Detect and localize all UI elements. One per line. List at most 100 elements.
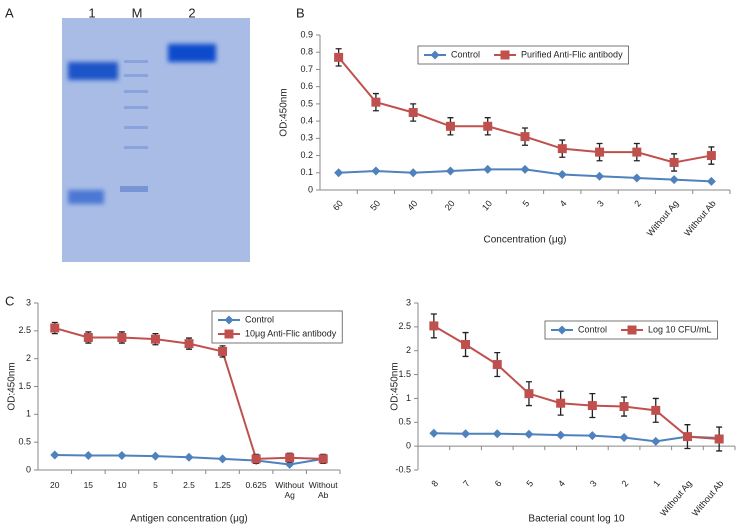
legend-frame (211, 310, 343, 344)
marker (520, 164, 530, 174)
marker (318, 454, 328, 464)
marker (117, 451, 127, 461)
legend-label: Log 10 CFU/mL (648, 324, 712, 334)
y-tick-label: 1 (406, 393, 411, 403)
marker (334, 168, 344, 178)
x-tick-label: 10 (480, 198, 494, 212)
y-axis-label: OD:450nm (390, 362, 401, 410)
marker (706, 176, 716, 186)
legend-marker (500, 50, 510, 60)
y-tick-label: 0.4 (300, 115, 313, 125)
marker (251, 454, 261, 464)
x-tick-label-box: Without Ab (308, 480, 338, 500)
marker (483, 121, 493, 131)
gel-band (68, 190, 104, 204)
marker (669, 157, 679, 167)
marker (184, 339, 194, 349)
marker (556, 398, 566, 408)
y-tick-label: 3 (26, 297, 31, 307)
x-axis-label: Bacterial count log 10 (528, 514, 625, 525)
legend-frame (417, 45, 629, 65)
y-tick-label: 0.2 (300, 150, 313, 160)
legend-marker (627, 325, 637, 335)
panel-label: B (296, 5, 305, 20)
marker (184, 452, 194, 462)
x-tick-label: 10 (117, 480, 127, 490)
marker (492, 429, 502, 439)
legend: Control Purified Anti-Flic antibody (417, 45, 629, 65)
x-tick-label: Without Ag (645, 198, 681, 238)
x-tick-label: 0.625 (245, 480, 267, 490)
x-tick-label-box: 2.5 (183, 480, 195, 490)
x-tick-label: 3 (588, 478, 599, 488)
y-tick-label: 0.5 (300, 98, 313, 108)
y-tick-label: 0 (308, 184, 313, 194)
legend-marker (430, 50, 440, 60)
marker (619, 433, 629, 443)
legend-label: Control (451, 49, 480, 59)
x-tick-label: 8 (429, 478, 440, 488)
legend-label: Control (578, 324, 607, 334)
x-tick-label-box: 20 (50, 480, 60, 490)
x-tick-label: 50 (368, 198, 382, 212)
panel-label: C (5, 293, 14, 308)
x-tick-label: Without Ab (690, 478, 726, 518)
x-tick-label-box: Without Ag (275, 480, 305, 500)
marker (524, 389, 534, 399)
marker (83, 333, 93, 343)
y-tick-label: 0.3 (300, 133, 313, 143)
gel-band (68, 62, 118, 80)
marker (117, 333, 127, 343)
y-tick-label: 3 (406, 297, 411, 307)
x-tick-label: Without Ag (275, 480, 305, 500)
marker (557, 144, 567, 154)
series-line (433, 432, 720, 443)
y-tick-label: 2.5 (398, 321, 411, 331)
gel-band (168, 44, 216, 62)
x-axis-label: Antigen concentration (μg) (130, 514, 248, 525)
marker (408, 168, 418, 178)
marker (218, 346, 228, 356)
marker (83, 451, 93, 461)
marker (334, 52, 344, 62)
y-tick-label: 2.5 (18, 325, 31, 335)
x-tick-label: 1 (651, 478, 662, 488)
legend-label: Control (245, 314, 274, 324)
y-tick-label: 1.5 (398, 369, 411, 379)
marker (150, 334, 160, 344)
marker (587, 401, 597, 411)
legend-marker (557, 325, 567, 335)
marker (285, 453, 295, 463)
x-tick-label: Without Ab (308, 480, 338, 500)
x-tick-label-box: 15 (83, 480, 94, 490)
marker (461, 429, 471, 439)
gel (62, 18, 250, 262)
y-tick-label: 0.1 (300, 167, 313, 177)
marker (445, 166, 455, 176)
x-tick-label: 40 (405, 198, 419, 212)
marker (632, 147, 642, 157)
panel-label: A (5, 5, 14, 20)
marker (218, 454, 228, 464)
x-tick-label: 3 (595, 198, 606, 208)
marker (371, 97, 381, 107)
marker (682, 432, 692, 442)
series-line (433, 325, 720, 440)
x-tick-label: 15 (83, 480, 94, 490)
marker (520, 132, 530, 142)
marker (669, 175, 679, 185)
legend: Control Log 10 CFU/mL (544, 320, 718, 340)
x-tick-label: 20 (50, 480, 60, 490)
marker (150, 451, 160, 461)
x-tick-label: 2.5 (183, 480, 195, 490)
y-tick-label: 1.5 (18, 381, 31, 391)
x-tick-label: 2 (620, 478, 631, 488)
x-tick-label-box: 5 (153, 480, 158, 490)
legend-label: 10μg Anti-Flic antibody (245, 328, 337, 338)
y-axis-label: OD:450nm (7, 362, 18, 410)
marker (445, 121, 455, 131)
x-tick-label: 5 (153, 480, 158, 490)
x-tick-label: 5 (524, 478, 535, 488)
y-tick-label: -0.5 (395, 464, 411, 474)
y-tick-label: 0 (26, 464, 31, 474)
